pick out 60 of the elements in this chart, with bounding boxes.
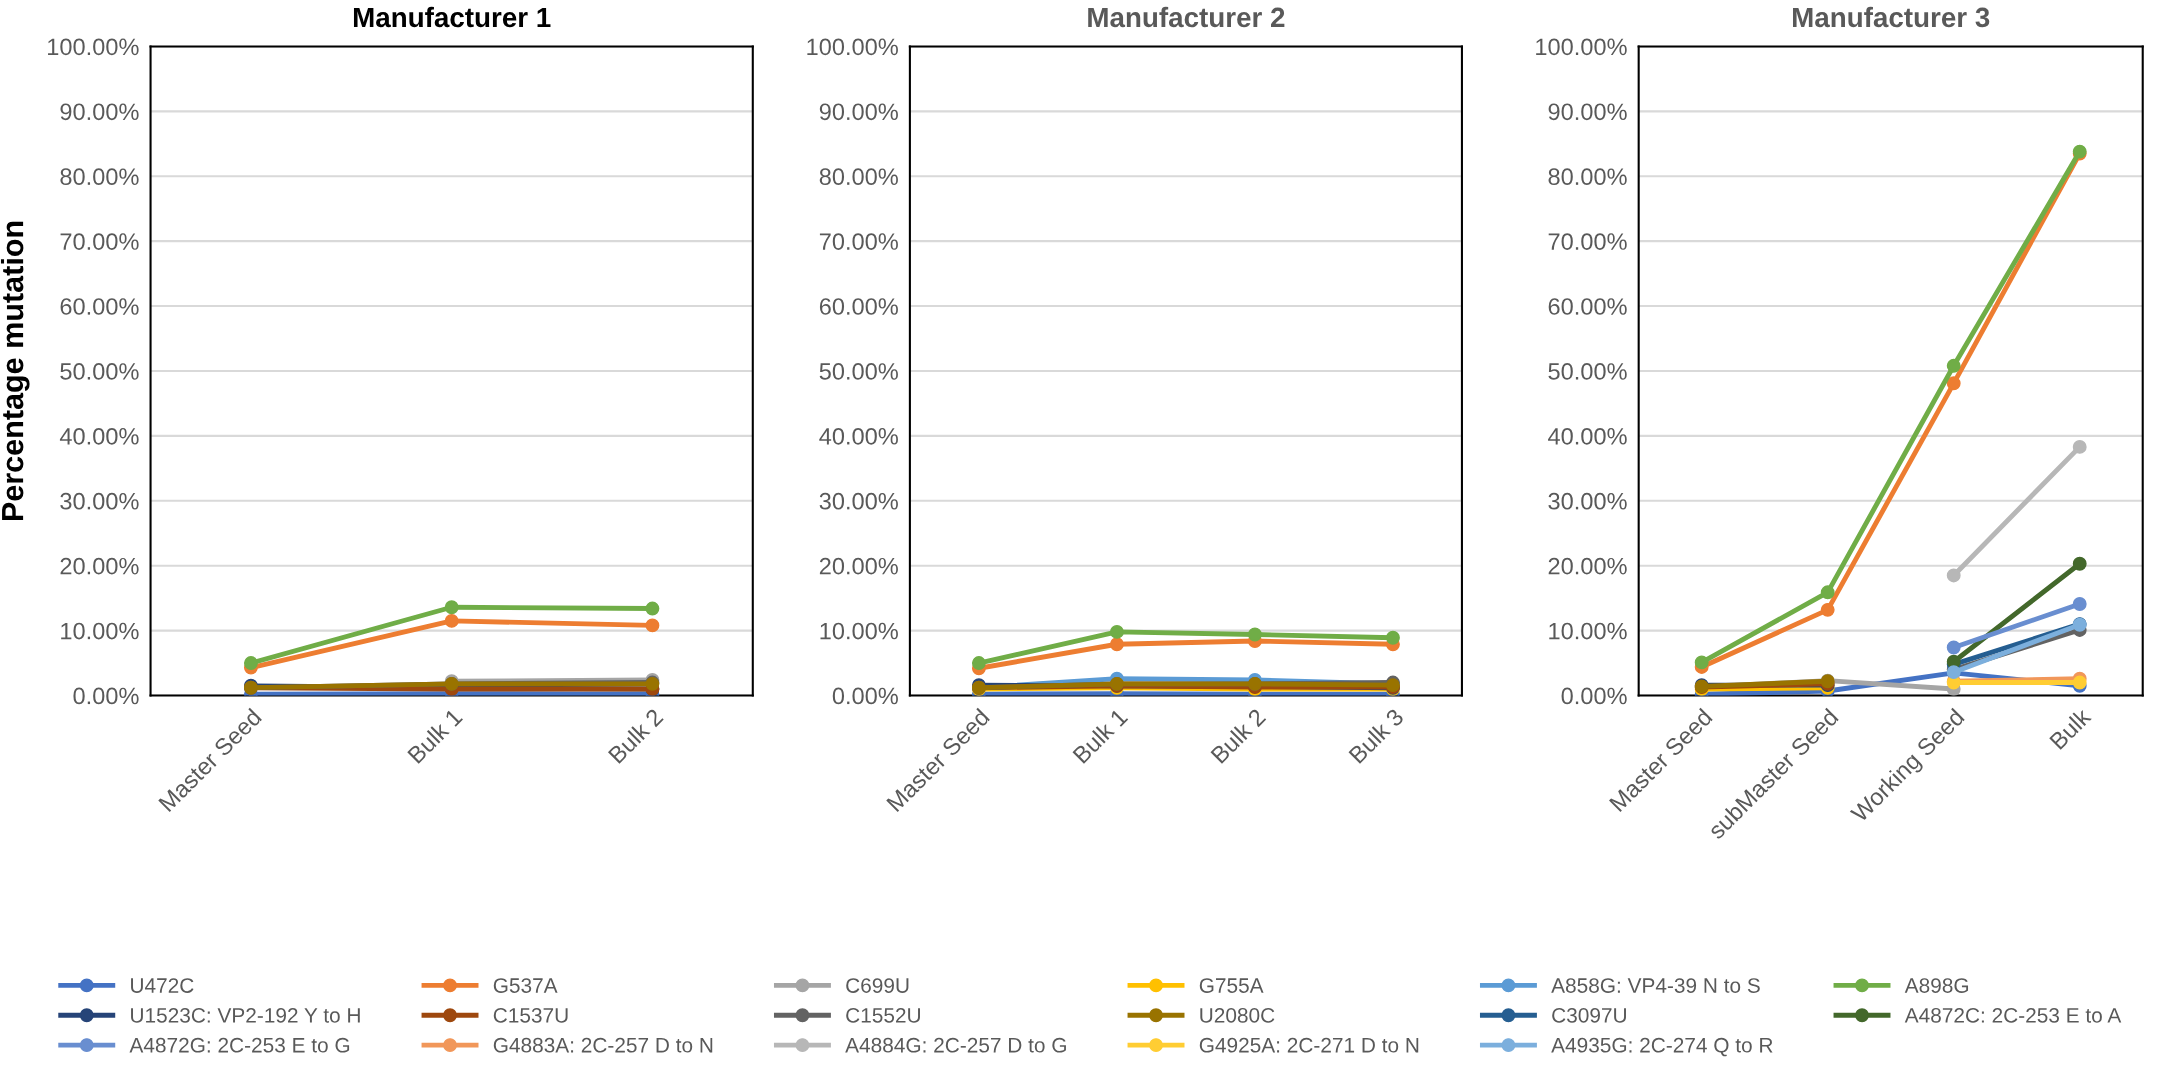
y-tick-label: 80.00%: [819, 168, 898, 186]
legend-label: U2080C: [1200, 1007, 1275, 1023]
legend-label: G537A: [493, 978, 558, 993]
x-tick-label: Bulk 2: [1209, 707, 1267, 764]
y-tick-label: 90.00%: [819, 103, 898, 121]
legend-label: A898G: [1904, 978, 1969, 993]
y-tick-label: 90.00%: [1548, 103, 1627, 121]
y-tick-label: 10.00%: [1549, 622, 1627, 640]
y-axis-title: Percentage mutation: [0, 221, 30, 521]
x-tick-label: Bulk 1: [1071, 707, 1129, 764]
legend-label: U1523C: VP2-192 Y to H: [131, 1007, 360, 1023]
y-tick-label: 20.00%: [60, 557, 139, 575]
chart-title: Manufacturer 2: [1088, 6, 1285, 28]
y-tick-label: 70.00%: [819, 233, 898, 250]
x-tick-label: Bulk 1: [406, 707, 464, 764]
y-tick-label: 50.00%: [1548, 363, 1627, 380]
y-tick-label: 90.00%: [60, 103, 139, 121]
y-tick-label: 100.00%: [1536, 38, 1627, 56]
y-tick-label: 40.00%: [1548, 427, 1627, 445]
y-tick-label: 0.00%: [1561, 687, 1627, 705]
y-tick-label: 10.00%: [61, 622, 139, 640]
y-tick-label: 10.00%: [820, 622, 898, 640]
x-tick-label: Bulk 3: [1347, 707, 1405, 764]
y-tick-label: 60.00%: [819, 298, 898, 315]
legend-label: G755A: [1199, 978, 1264, 993]
legend-label: G4883A: 2C-257 D to N: [493, 1037, 713, 1053]
y-tick-label: 40.00%: [819, 427, 898, 445]
legend-label: C1552U: [846, 1007, 920, 1023]
y-tick-label: 30.00%: [1548, 492, 1627, 510]
y-tick-label: 20.00%: [1548, 557, 1627, 575]
legend-label: A4872C: 2C-253 E to A: [1904, 1007, 2122, 1023]
y-tick-label: 80.00%: [60, 168, 139, 186]
y-tick-label: 70.00%: [60, 233, 139, 250]
y-tick-label: 80.00%: [1548, 168, 1627, 186]
y-tick-label: 100.00%: [807, 38, 898, 56]
legend-label: A4884G: 2C-257 D to G: [845, 1037, 1066, 1053]
legend-label: A4935G: 2C-274 Q to R: [1551, 1037, 1773, 1057]
y-tick-label: 20.00%: [819, 557, 898, 575]
y-tick-label: 60.00%: [60, 298, 139, 315]
legend-label: A4872G: 2C-253 E to G: [129, 1037, 350, 1053]
y-tick-label: 30.00%: [819, 492, 898, 510]
legend-label: U472C: [131, 978, 194, 993]
y-tick-label: 50.00%: [60, 363, 139, 380]
y-tick-label: 60.00%: [1548, 298, 1627, 315]
y-tick-label: 30.00%: [60, 492, 139, 510]
x-tick-label: Bulk 2: [607, 707, 664, 764]
y-tick-label: 50.00%: [819, 363, 898, 380]
legend-label: C3097U: [1552, 1007, 1626, 1023]
y-tick-label: 0.00%: [73, 687, 139, 705]
y-tick-label: 100.00%: [48, 38, 139, 56]
x-tick-label: Bulk: [2048, 706, 2093, 750]
legend-label: A858G: VP4-39 N to S: [1551, 978, 1760, 993]
y-tick-label: 0.00%: [832, 687, 898, 705]
chart-title: Manufacturer 1: [353, 6, 551, 28]
legend-label: C699U: [846, 978, 909, 993]
legend-label: C1537U: [493, 1007, 568, 1023]
chart-title: Manufacturer 3: [1793, 6, 1990, 28]
legend-label: G4925A: 2C-271 D to N: [1199, 1037, 1419, 1053]
y-tick-label: 70.00%: [1548, 233, 1627, 250]
y-tick-label: 40.00%: [59, 427, 139, 445]
